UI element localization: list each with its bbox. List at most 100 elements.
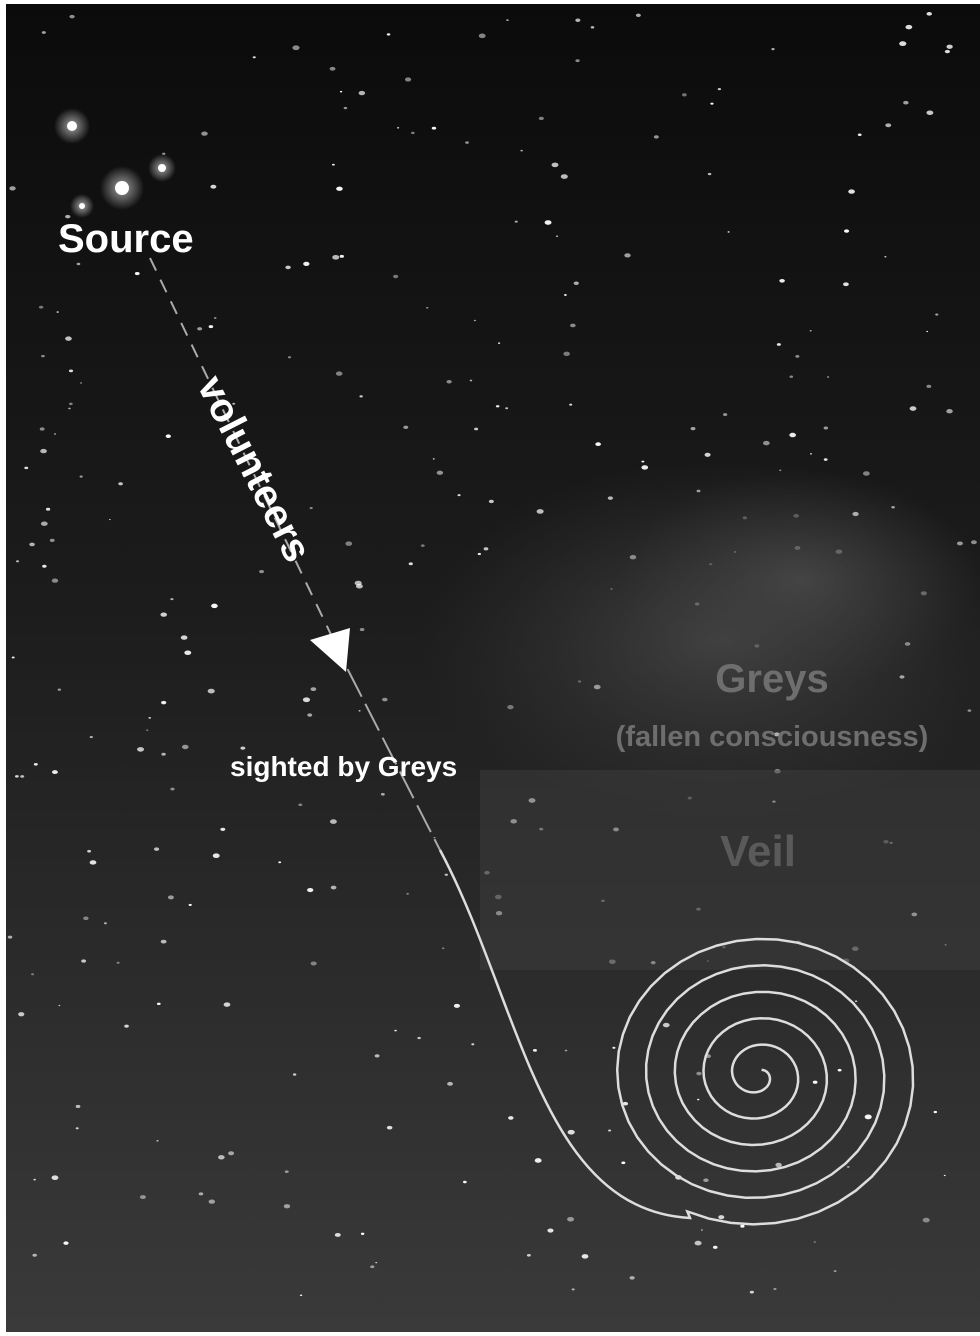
star (87, 850, 91, 853)
star (827, 376, 829, 377)
star (710, 103, 713, 105)
star (910, 406, 917, 411)
star (199, 1192, 204, 1195)
star (307, 713, 312, 716)
star (405, 77, 411, 81)
veil-label: Veil (720, 827, 796, 876)
star (214, 317, 217, 319)
star (561, 174, 568, 179)
star (445, 874, 448, 876)
star (470, 380, 473, 382)
star (437, 471, 443, 475)
star (154, 847, 159, 850)
star (50, 539, 55, 542)
star (381, 793, 385, 796)
star (946, 45, 952, 49)
star (763, 441, 770, 445)
greys-note: (fallen consciousness) (616, 721, 929, 753)
star (771, 48, 774, 50)
star (723, 413, 727, 416)
star (641, 461, 644, 463)
star (140, 1195, 146, 1199)
star (68, 408, 70, 410)
star (556, 236, 558, 237)
star (356, 584, 363, 589)
star (166, 434, 171, 438)
star (433, 458, 435, 459)
star (58, 689, 61, 691)
star (41, 521, 48, 526)
star (824, 458, 828, 461)
star (506, 19, 509, 21)
star (515, 221, 518, 223)
star (340, 255, 344, 258)
star (703, 1178, 708, 1182)
star (927, 12, 932, 16)
star (288, 356, 291, 358)
star (696, 1072, 701, 1076)
star (718, 1215, 724, 1219)
star (463, 1181, 467, 1184)
star (935, 313, 938, 315)
star (52, 770, 58, 774)
star (359, 395, 362, 397)
star (332, 164, 335, 166)
star (161, 701, 166, 704)
star (303, 262, 309, 266)
star (777, 343, 781, 346)
star (612, 1047, 615, 1049)
star (442, 947, 445, 949)
star (636, 14, 641, 17)
star (146, 729, 148, 731)
star (848, 189, 855, 193)
star (118, 482, 123, 485)
star (170, 788, 174, 791)
star (813, 1081, 818, 1084)
star (563, 352, 570, 356)
star (52, 578, 58, 582)
star (359, 91, 366, 95)
star (213, 853, 220, 858)
star (310, 507, 313, 509)
star (158, 164, 166, 172)
star (54, 433, 56, 434)
star (12, 657, 15, 659)
star (847, 1166, 850, 1168)
star (285, 266, 290, 270)
star (40, 449, 47, 453)
star (124, 1025, 129, 1028)
star (654, 135, 659, 138)
star (9, 186, 15, 190)
star (209, 325, 214, 328)
star (406, 893, 409, 895)
star (41, 355, 45, 357)
star (40, 427, 45, 430)
star (417, 1037, 420, 1039)
star (80, 476, 83, 478)
star (575, 59, 579, 62)
star (69, 369, 73, 372)
star (865, 1115, 872, 1120)
star (708, 173, 712, 175)
star (789, 376, 793, 378)
star (298, 803, 302, 806)
star (572, 1288, 575, 1290)
star (789, 433, 796, 437)
star (387, 33, 391, 35)
star (201, 131, 208, 135)
star (508, 1116, 513, 1120)
star (182, 745, 189, 749)
star (944, 1175, 946, 1176)
star (718, 88, 721, 90)
star (810, 330, 812, 331)
star (527, 1254, 531, 1257)
star (926, 385, 931, 388)
star (447, 1082, 453, 1086)
star (278, 861, 281, 863)
star (69, 15, 74, 19)
star (567, 1217, 574, 1222)
star (382, 698, 388, 702)
star (211, 604, 218, 608)
star (629, 1276, 634, 1280)
star (701, 1229, 703, 1230)
